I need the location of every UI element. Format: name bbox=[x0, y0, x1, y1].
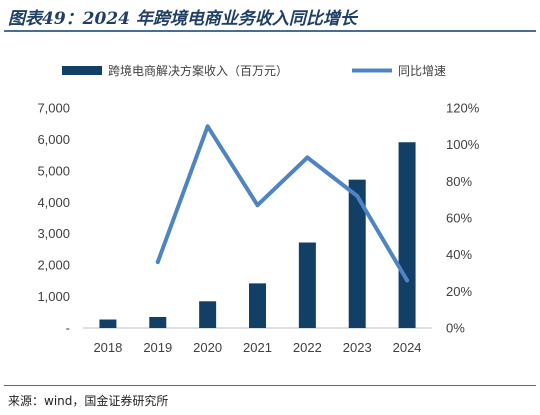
y-right-tick-label: 20% bbox=[446, 284, 472, 299]
bar bbox=[348, 179, 366, 328]
chart-title: 图表49：2024 年跨境电商业务收入同比增长 bbox=[8, 9, 357, 29]
bar bbox=[149, 317, 167, 328]
x-tick-label: 2018 bbox=[93, 340, 122, 355]
legend-swatch-bar bbox=[62, 66, 102, 75]
bar bbox=[298, 242, 316, 328]
legend: 跨境电商解决方案收入（百万元） 同比增速 bbox=[62, 63, 446, 78]
y-right-tick-label: 80% bbox=[446, 174, 472, 189]
bar bbox=[398, 142, 416, 328]
bar bbox=[249, 283, 266, 328]
line-point bbox=[205, 124, 210, 129]
y-left-tick-label: - bbox=[66, 321, 70, 336]
source-divider bbox=[4, 385, 536, 386]
legend-label-line: 同比增速 bbox=[398, 64, 446, 78]
line-point bbox=[405, 278, 410, 283]
x-tick-label: 2023 bbox=[343, 340, 372, 355]
y-right-tick-label: 100% bbox=[446, 137, 480, 152]
line-point bbox=[255, 203, 260, 208]
x-tick-label: 2021 bbox=[243, 340, 272, 355]
growth-line bbox=[155, 124, 410, 283]
y-right-tick-label: 120% bbox=[446, 101, 480, 116]
y-left-tick-label: 2,000 bbox=[37, 258, 70, 273]
y-right-tick-label: 40% bbox=[446, 247, 472, 262]
line-point bbox=[305, 155, 310, 160]
x-tick-label: 2024 bbox=[393, 340, 422, 355]
chart: 跨境电商解决方案收入（百万元） 同比增速 - 1,000 2,000 3,000 4,0… bbox=[37, 63, 480, 355]
bar bbox=[99, 319, 117, 328]
y-right-tick-label: 60% bbox=[446, 211, 472, 226]
y-left-tick-label: 4,000 bbox=[37, 195, 70, 210]
y-left-tick-label: 5,000 bbox=[37, 163, 70, 178]
y-left-tick-label: 1,000 bbox=[37, 289, 70, 304]
x-tick-label: 2020 bbox=[193, 340, 222, 355]
y-left-tick-label: 6,000 bbox=[37, 132, 70, 147]
line-point bbox=[155, 260, 160, 264]
bar bbox=[199, 301, 217, 328]
line-point bbox=[355, 194, 360, 198]
y-left-tick-label: 7,000 bbox=[37, 101, 70, 116]
title-divider bbox=[4, 30, 536, 32]
x-tick-label: 2019 bbox=[143, 340, 172, 355]
y-right-tick-label: 0% bbox=[446, 321, 465, 336]
x-tick-label: 2022 bbox=[293, 340, 322, 355]
source-note: 来源：wind，国金证券研究所 bbox=[8, 394, 169, 408]
legend-label-bar: 跨境电商解决方案收入（百万元） bbox=[108, 63, 288, 78]
y-left-tick-label: 3,000 bbox=[37, 226, 70, 241]
